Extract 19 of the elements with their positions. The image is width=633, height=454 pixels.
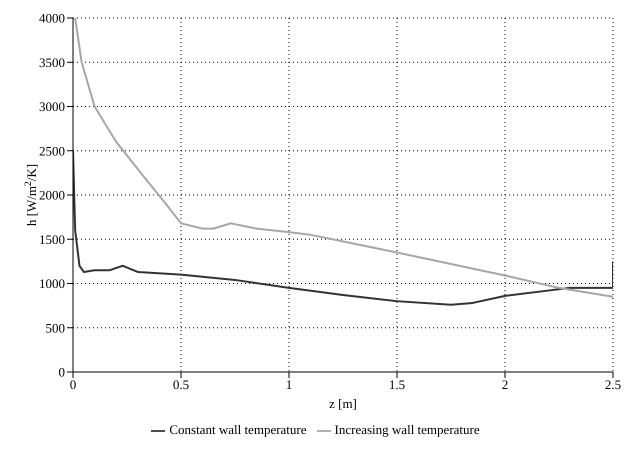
y-tick-label: 3500: [39, 54, 65, 70]
x-axis-title: z [m]: [329, 396, 357, 411]
x-tick-label: 2: [502, 377, 508, 392]
x-tick-label: 1.5: [388, 377, 406, 392]
x-tick-label: 0: [70, 377, 76, 392]
y-tick-label: 2500: [39, 143, 65, 158]
y-tick-label: 1500: [39, 232, 65, 247]
legend-label: Constant wall temperature: [169, 422, 307, 437]
y-tick-label: 2000: [39, 188, 65, 203]
legend-label: Increasing wall temperature: [334, 422, 480, 437]
line-series: [73, 150, 613, 306]
y-tick-label: 1000: [39, 276, 65, 292]
y-tick-label: 4000: [39, 10, 65, 26]
x-tick-label: 1: [286, 377, 292, 392]
y-tick-label: 500: [46, 320, 65, 336]
y-tick-label: 0: [58, 364, 65, 380]
y-tick-label: 3000: [39, 99, 65, 114]
x-tick-label: 0.5: [172, 377, 190, 392]
x-tick-label: 2.5: [604, 377, 622, 392]
